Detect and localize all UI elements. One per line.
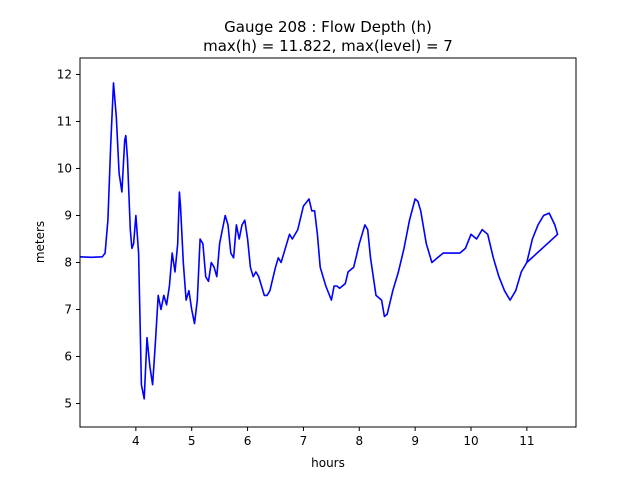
y-tick-label: 8 <box>64 255 72 269</box>
x-tick-label: 4 <box>132 434 140 448</box>
y-tick-label: 9 <box>64 208 72 222</box>
y-tick-label: 7 <box>64 302 72 316</box>
plot-frame <box>79 57 577 428</box>
y-tick-label: 11 <box>57 114 72 128</box>
chart-title: Gauge 208 : Flow Depth (h) <box>224 18 432 36</box>
x-tick-label: 11 <box>519 434 534 448</box>
chart-subtitle: max(h) = 11.822, max(level) = 7 <box>203 37 453 55</box>
x-axis-label: hours <box>311 456 345 470</box>
y-tick-label: 12 <box>57 67 72 81</box>
x-tick-label: 9 <box>411 434 419 448</box>
series-line-0 <box>79 82 559 400</box>
y-tick-label: 10 <box>57 161 72 175</box>
y-tick-label: 5 <box>64 396 72 410</box>
y-axis-label: meters <box>33 221 47 263</box>
x-tick-label: 10 <box>463 434 478 448</box>
x-tick-label: 5 <box>188 434 196 448</box>
x-axis: 4 5 6 7 8 9 10 11 <box>132 427 534 448</box>
plot-lines <box>79 82 559 400</box>
y-axis: 5 6 7 8 9 10 11 12 <box>57 67 80 410</box>
x-tick-label: 7 <box>300 434 308 448</box>
x-tick-label: 8 <box>355 434 363 448</box>
y-tick-label: 6 <box>64 349 72 363</box>
x-tick-label: 6 <box>244 434 252 448</box>
